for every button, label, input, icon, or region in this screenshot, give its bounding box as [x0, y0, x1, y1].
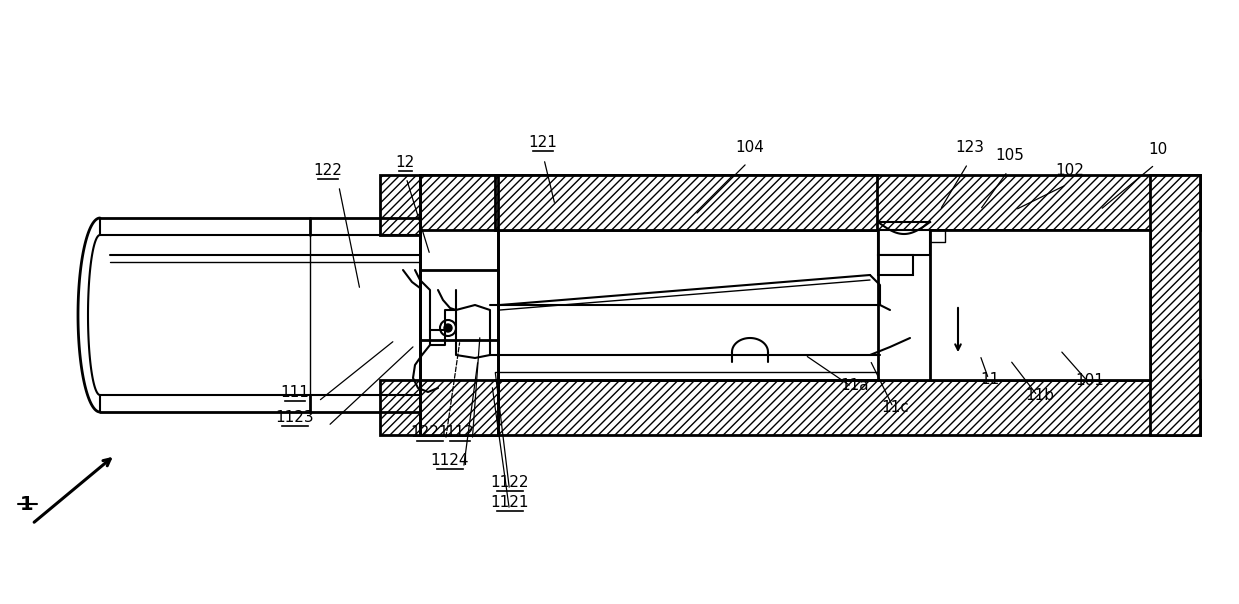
Text: 122: 122	[313, 163, 342, 178]
Text: 1123: 1123	[276, 410, 315, 425]
Text: 11a: 11a	[841, 378, 870, 393]
Bar	[420, 380, 498, 435]
Text: 112: 112	[446, 425, 475, 440]
Text: 1221: 1221	[411, 425, 450, 440]
Text: 1122: 1122	[491, 475, 529, 490]
Bar	[496, 380, 1201, 435]
Text: 1124: 1124	[431, 453, 470, 468]
Bar	[878, 255, 913, 275]
Text: 10: 10	[1149, 142, 1167, 157]
Bar	[380, 380, 420, 435]
Text: 102: 102	[1056, 163, 1084, 178]
Text: 11c: 11c	[881, 400, 909, 415]
Bar	[420, 175, 498, 435]
Bar	[1150, 175, 1201, 435]
Text: 1: 1	[20, 495, 33, 513]
Text: 104: 104	[736, 140, 764, 155]
Text: 123: 123	[955, 140, 985, 155]
Text: 11b: 11b	[1026, 388, 1054, 403]
Text: 11: 11	[980, 372, 1000, 387]
Bar	[496, 175, 877, 230]
Bar	[380, 175, 420, 235]
Text: 121: 121	[529, 135, 558, 150]
Text: 111: 111	[280, 385, 310, 400]
Bar	[496, 230, 1150, 380]
Circle shape	[444, 324, 452, 332]
Text: 105: 105	[996, 148, 1025, 163]
Text: 12: 12	[395, 155, 415, 170]
Text: 1121: 1121	[491, 495, 529, 510]
Bar	[878, 230, 930, 255]
Bar	[496, 175, 1201, 230]
Bar	[420, 175, 498, 230]
Text: 101: 101	[1075, 373, 1104, 388]
